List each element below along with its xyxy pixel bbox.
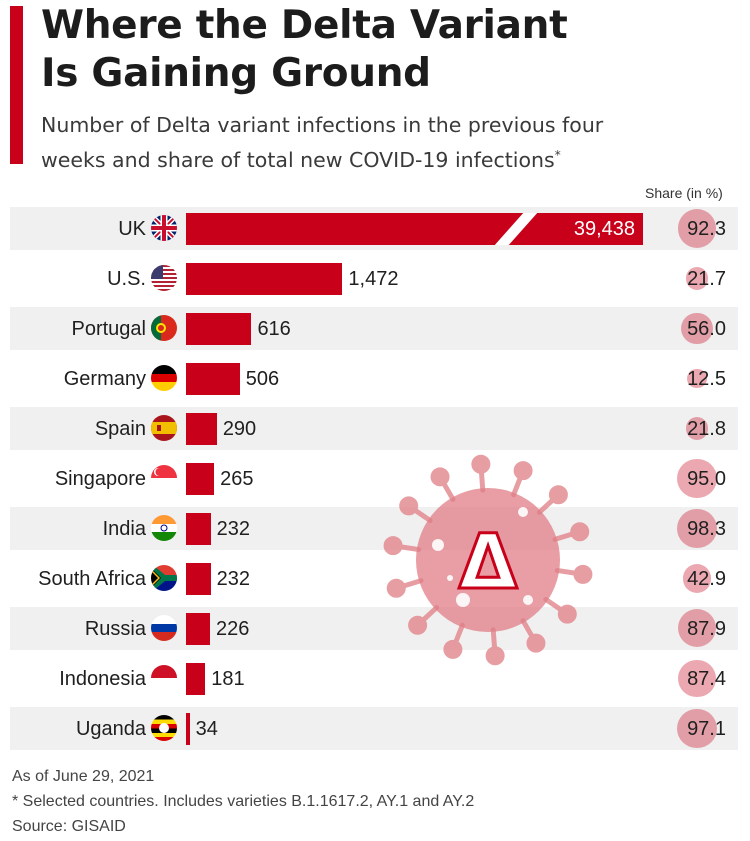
bar [186,263,343,295]
country-label: U.S. [107,268,146,290]
share-circle [685,267,709,290]
country-label: India [102,518,146,540]
title-line-1: Where the Delta Variant [41,3,568,48]
country-label: Russia [84,618,146,640]
spain-flag-icon [151,415,177,441]
bar [186,513,211,545]
country-label: Indonesia [59,668,146,690]
share-circle [685,417,709,440]
share-value-label: 42.9 [687,568,726,590]
bar-value-label: 181 [211,668,245,690]
bar-value-label: 265 [220,468,254,490]
chart-title: Where the Delta Variant Is Gaining Groun… [41,2,741,98]
bar [186,663,206,695]
country-label: Singapore [54,468,146,490]
chart-row: South Africa 232 42.9 [10,557,738,600]
share-circle [681,312,713,345]
title-line-2: Is Gaining Ground [41,51,431,96]
share-circle [682,564,712,593]
subtitle-footnote-mark: * [554,148,561,162]
country-label: Uganda [75,718,146,740]
portugal-flag-icon [151,315,177,341]
share-circle [677,458,717,499]
country-label: South Africa [38,568,146,590]
bar [186,413,217,445]
share-value-label: 98.3 [687,518,726,540]
uk-flag-icon [151,215,177,241]
share-circle [687,368,707,389]
share-value-label: 87.4 [687,668,726,690]
chart-row: India 232 98.3 [10,507,738,550]
indonesia-flag-icon [151,665,177,691]
chart-row: Portugal 616 56.0 [10,307,738,350]
share-column-header: Share (in %) [645,185,723,201]
bar-value-label: 226 [216,618,250,640]
share-value-label: 21.8 [687,418,726,440]
share-value-label: 95.0 [687,468,726,490]
share-circle [677,209,717,248]
bar [186,463,215,495]
country-label: Spain [94,418,146,440]
bar-value-label: 232 [216,518,251,540]
share-circle [677,708,717,749]
bar [186,213,643,245]
uganda-flag-icon [151,715,177,741]
share-value-label: 97.1 [687,718,726,740]
subtitle-line-2-text: weeks and share of total new COVID-19 in… [41,147,555,172]
share-circle [677,609,716,648]
bar-value-label: 290 [222,418,257,440]
subtitle-line-1: Number of Delta variant infections in th… [41,113,604,137]
source-note: Source: GISAID [12,818,126,835]
russia-flag-icon [151,615,177,641]
bar-value-label: 39,438 [573,218,635,240]
footnotes: As of June 29, 2021 * Selected countries… [12,764,474,839]
chart-row: Germany 506 12.5 [10,357,738,400]
delta-virus-icon: Δ [383,454,593,666]
country-label: Portugal [71,318,147,340]
bar [186,363,240,395]
chart-row: U.S. 1,472 21.7 [10,257,738,300]
chart-row: Spain 290 21.8 [10,407,738,450]
delta-symbol: Δ [459,517,518,606]
share-value-label: 12.5 [687,368,726,390]
chart-row: Indonesia 181 87.4 [10,657,738,700]
germany-flag-icon [151,365,177,391]
chart-row: Russia 226 87.9 [10,607,738,650]
date-note: As of June 29, 2021 [12,768,155,785]
subtitle-line-2: weeks and share of total new COVID-19 in… [41,140,741,175]
share-value-label: 21.7 [687,268,726,290]
country-label: Germany [63,368,146,390]
share-circle [677,508,717,549]
chart-subtitle: Number of Delta variant infections in th… [41,110,741,175]
bar [186,713,190,745]
chart-row: Uganda 34 97.1 [10,707,738,750]
chart-row: Singapore 265 95.0 [10,457,738,500]
bar [186,563,211,595]
us-flag-icon [151,265,177,291]
country-label: UK [118,218,146,240]
india-flag-icon [151,515,177,541]
share-value-label: 92.3 [687,218,726,240]
share-value-label: 56.0 [687,318,726,340]
share-circle [678,659,716,698]
singapore-flag-icon [151,465,177,491]
south-africa-flag-icon [151,565,177,591]
selection-note: * Selected countries. Includes varieties… [12,793,475,810]
share-value-label: 87.9 [687,618,726,640]
title-accent-bar [10,6,23,164]
bar-value-label: 616 [257,318,291,340]
chart-row: UK 39,438 92.3 [10,207,738,250]
bar [186,313,252,345]
bar-value-label: 1,472 [348,268,399,290]
bar [186,613,210,645]
bar-value-label: 232 [216,568,251,590]
bar-value-label: 34 [195,718,218,740]
bar-value-label: 506 [245,368,280,390]
